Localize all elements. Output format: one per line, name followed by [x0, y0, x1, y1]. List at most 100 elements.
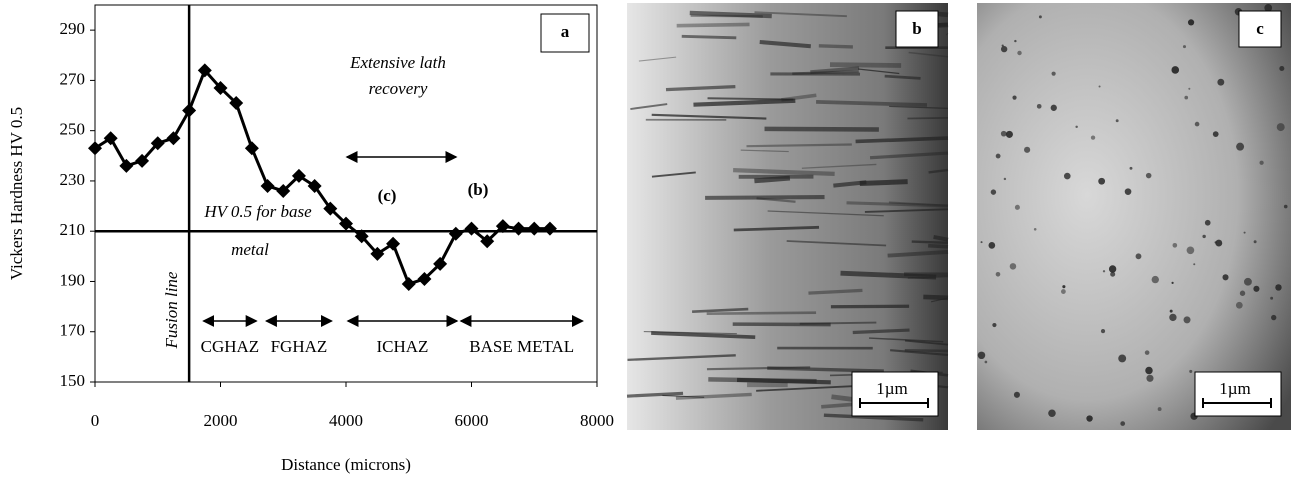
texture [1130, 167, 1133, 170]
texture [1091, 135, 1095, 139]
texture [1259, 161, 1263, 165]
texture [1017, 51, 1021, 55]
texture [1145, 367, 1152, 374]
texture [1099, 85, 1101, 87]
texture [1236, 302, 1243, 309]
texture [1195, 122, 1200, 127]
texture [1039, 15, 1042, 18]
texture [1064, 173, 1071, 180]
x-tick-label: 6000 [455, 411, 489, 430]
y-tick-label: 290 [60, 19, 86, 38]
texture [923, 297, 948, 298]
texture [1244, 232, 1246, 234]
texture [1116, 119, 1119, 122]
texture [992, 323, 996, 327]
texture [1034, 228, 1037, 231]
texture [1052, 72, 1056, 76]
x-axis-title: Distance (microns) [281, 455, 411, 474]
texture [1109, 265, 1116, 272]
texture [1254, 240, 1257, 243]
x-tick-label: 2000 [204, 411, 238, 430]
y-tick-label: 190 [60, 270, 86, 289]
texture [1215, 240, 1222, 247]
texture [1101, 329, 1105, 333]
x-tick-label: 0 [91, 411, 100, 430]
x-tick-label: 8000 [580, 411, 614, 430]
texture [1171, 282, 1173, 284]
texture [1146, 375, 1153, 382]
texture [1062, 285, 1065, 288]
texture [1171, 66, 1179, 74]
texture [1184, 316, 1191, 323]
texture [1002, 44, 1004, 46]
texture [1244, 278, 1252, 286]
texture [1284, 205, 1288, 209]
texture [1014, 40, 1016, 42]
texture [1118, 355, 1126, 363]
lath-note: recovery [369, 79, 428, 98]
y-tick-label: 270 [60, 69, 86, 88]
texture [1222, 274, 1228, 280]
texture [1270, 297, 1273, 300]
texture [1145, 350, 1150, 355]
texture [912, 242, 948, 243]
y-tick-label: 150 [60, 371, 86, 390]
scale-label: 1µm [1219, 379, 1251, 398]
texture [1048, 409, 1056, 417]
texture [1240, 291, 1245, 296]
texture [1086, 415, 1092, 421]
texture [1193, 263, 1195, 265]
texture [708, 379, 816, 381]
texture [705, 197, 824, 198]
texture [1037, 104, 1042, 109]
texture [1271, 315, 1276, 320]
texture [1173, 243, 1178, 248]
zone-label: BASE METAL [469, 337, 574, 356]
point-label: (b) [468, 180, 489, 199]
zone-label: FGHAZ [271, 337, 328, 356]
texture [819, 46, 853, 47]
micrograph [977, 3, 1291, 430]
zone-label: CGHAZ [201, 337, 260, 356]
texture [1184, 96, 1188, 100]
texture [1188, 19, 1194, 25]
texture [1051, 105, 1057, 111]
data-point [543, 222, 557, 236]
y-axis-title: Vickers Hardness HV 0.5 [7, 107, 26, 280]
texture [1075, 126, 1077, 128]
texture [1061, 289, 1066, 294]
y-tick-label: 170 [60, 321, 86, 340]
texture [1189, 370, 1192, 373]
texture [1205, 220, 1211, 226]
data-point [402, 277, 416, 291]
data-point [261, 179, 275, 193]
texture [934, 237, 948, 240]
texture [1004, 178, 1006, 180]
texture [991, 189, 996, 194]
texture [1098, 178, 1105, 185]
data-point [512, 222, 526, 236]
base-line-label: metal [231, 240, 269, 259]
y-tick-label: 210 [60, 220, 86, 239]
y-tick-label: 250 [60, 120, 86, 139]
texture [1213, 131, 1219, 137]
texture [677, 24, 750, 25]
texture [989, 242, 996, 249]
texture [1015, 205, 1020, 210]
panel-label: c [1256, 19, 1264, 38]
texture [830, 65, 901, 66]
texture [1202, 235, 1205, 238]
texture [996, 272, 1001, 277]
texture [905, 350, 948, 351]
texture [907, 118, 948, 119]
texture [707, 313, 816, 314]
lath-note: Extensive lath [349, 53, 446, 72]
texture [1001, 46, 1007, 52]
data-point [119, 159, 133, 173]
panel-label: a [561, 22, 570, 41]
texture [831, 306, 909, 307]
texture [981, 241, 983, 243]
texture [765, 129, 879, 130]
